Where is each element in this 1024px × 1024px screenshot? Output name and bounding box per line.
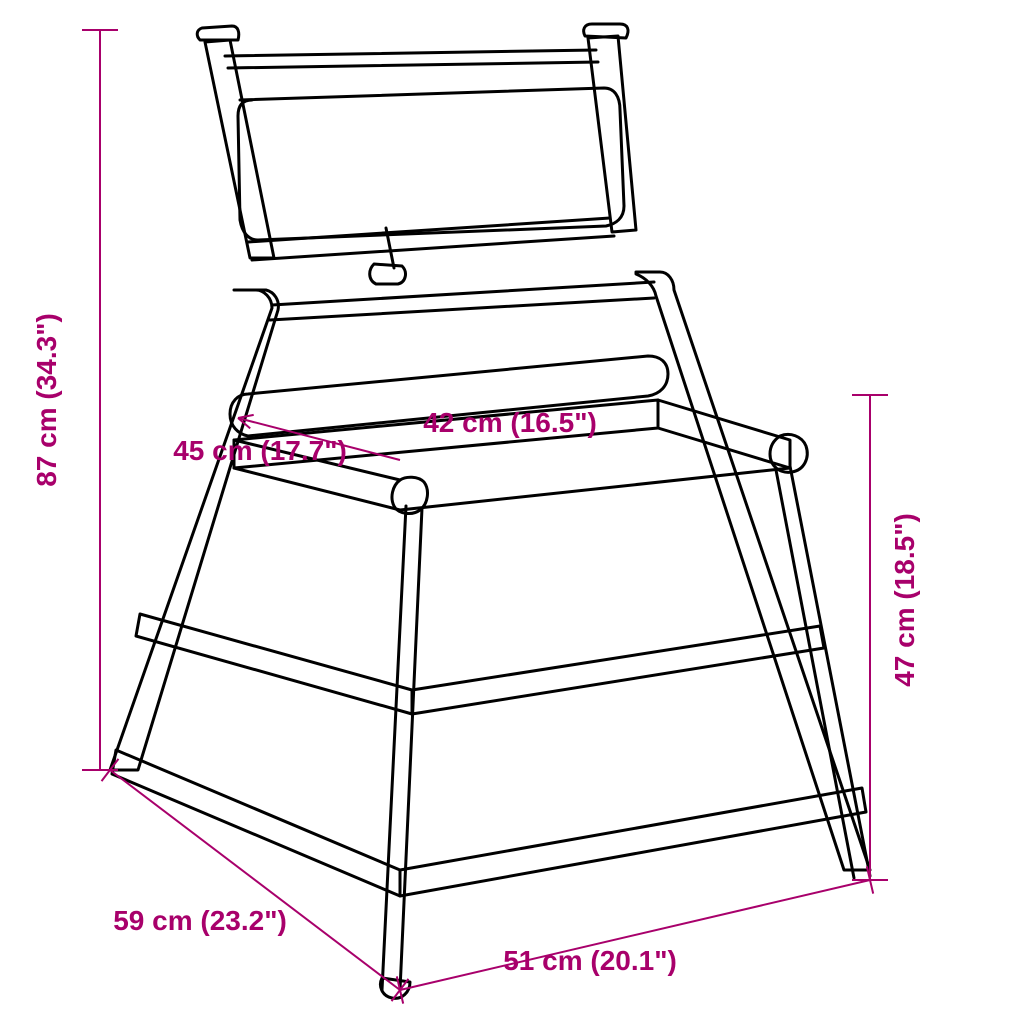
- chair-path: [588, 36, 636, 232]
- chair-outline: [110, 24, 870, 998]
- dim-label-overall_depth: 59 cm (23.2"): [113, 905, 287, 936]
- chair-path: [370, 264, 406, 284]
- chair-path: [110, 290, 278, 770]
- dim-label-overall_width: 51 cm (20.1"): [503, 945, 677, 976]
- chair-path: [400, 788, 866, 896]
- dim-label-total_height: 87 cm (34.3"): [31, 313, 62, 487]
- chair-path: [136, 614, 412, 714]
- dimension-lines: [82, 30, 888, 1004]
- chair-path: [238, 88, 624, 240]
- chair-path: [197, 26, 239, 40]
- chair-path: [412, 626, 824, 714]
- chair-path: [234, 468, 790, 510]
- dim-line-overall-depth: [110, 770, 400, 990]
- chair-path: [225, 50, 596, 56]
- dim-label-seat_depth: 45 cm (17.7"): [173, 435, 347, 466]
- dim-label-seat_width: 42 cm (16.5"): [423, 407, 597, 438]
- dim-label-seat_height: 47 cm (18.5"): [889, 513, 920, 687]
- chair-path: [112, 750, 400, 896]
- chair-path: [228, 62, 598, 68]
